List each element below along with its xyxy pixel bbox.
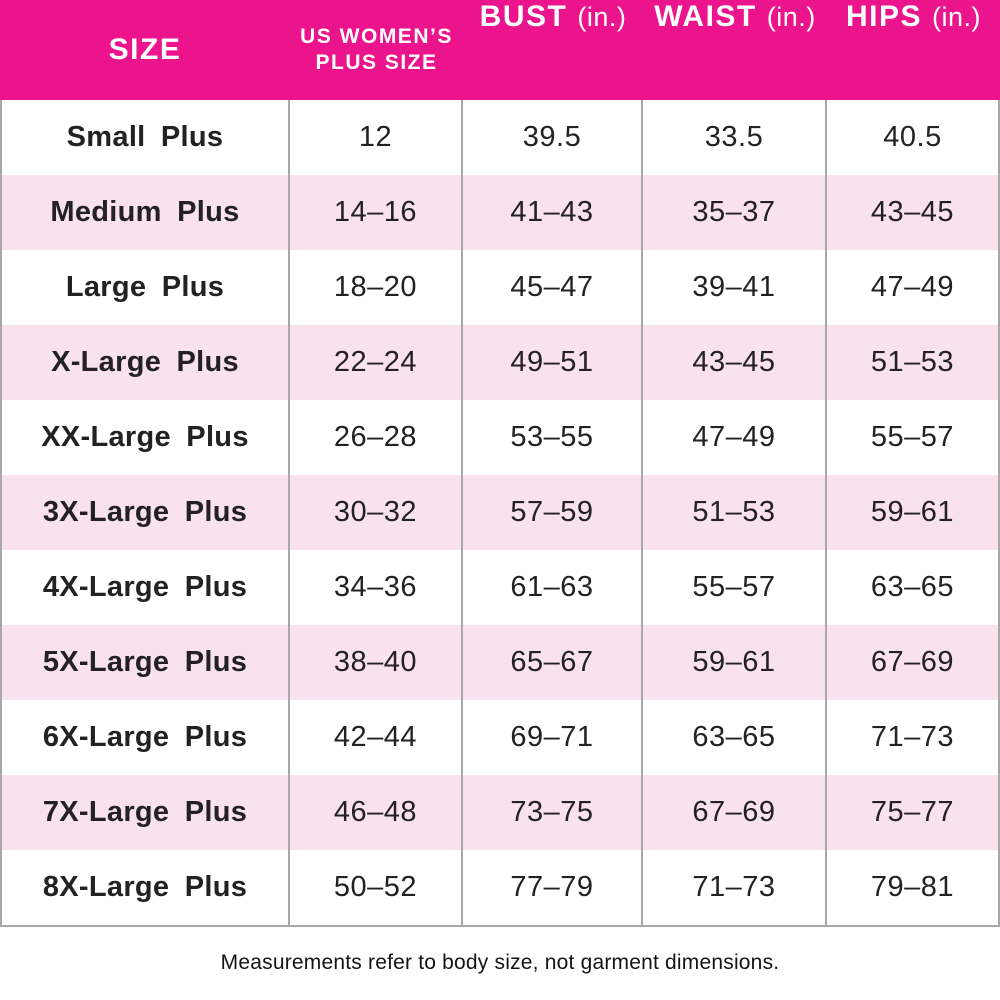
cell-hips: 75–77 <box>870 796 955 828</box>
cell-waist: 63–65 <box>643 700 827 775</box>
table-row: 7X-Large Plus 46–48 73–75 67–69 75–77 <box>2 775 998 850</box>
cell-hips: 51–53 <box>870 346 955 378</box>
table-body: Small Plus 12 39.5 33.5 40.5 Medium Plus… <box>0 100 1000 927</box>
header-hips-unit: (in.) <box>932 2 982 32</box>
cell-us-plus-size: 42–44 <box>290 700 463 775</box>
header-size-label: SIZE <box>108 33 182 66</box>
cell-hips: 67–69 <box>870 646 955 678</box>
cell-waist: 59–61 <box>643 625 827 700</box>
cell-hips: 71–73 <box>870 721 955 753</box>
header-bust: BUST (in.) <box>463 0 643 100</box>
header-hips-label: HIPS <box>845 0 923 33</box>
cell-bust: 73–75 <box>463 775 643 850</box>
cell-us-plus-size: 12 <box>290 100 463 175</box>
cell-waist: 47–49 <box>643 400 827 475</box>
cell-size: 5X-Large Plus <box>2 625 290 700</box>
cell-waist: 35–37 <box>643 175 827 250</box>
header-hips: HIPS (in.) <box>827 0 1000 100</box>
table-row: X-Large Plus 22–24 49–51 43–45 51–53 <box>2 325 998 400</box>
cell-waist: 51–53 <box>643 475 827 550</box>
header-waist-unit: (in.) <box>766 2 816 32</box>
cell-hips: 47–49 <box>870 271 955 303</box>
cell-bust: 41–43 <box>463 175 643 250</box>
cell-waist: 71–73 <box>643 850 827 925</box>
cell-hips: 40.5 <box>883 121 942 153</box>
cell-bust: 53–55 <box>463 400 643 475</box>
table-row: 4X-Large Plus 34–36 61–63 55–57 63–65 <box>2 550 998 625</box>
header-waist: WAIST (in.) <box>643 0 827 100</box>
cell-waist: 33.5 <box>643 100 827 175</box>
table-row: Medium Plus 14–16 41–43 35–37 43–45 <box>2 175 998 250</box>
table-row: Small Plus 12 39.5 33.5 40.5 <box>2 100 998 175</box>
cell-size: Medium Plus <box>2 175 290 250</box>
cell-waist: 43–45 <box>643 325 827 400</box>
cell-size: 6X-Large Plus <box>2 700 290 775</box>
cell-size: XX-Large Plus <box>2 400 290 475</box>
cell-size: 8X-Large Plus <box>2 850 290 925</box>
cell-us-plus-size: 38–40 <box>290 625 463 700</box>
cell-us-plus-size: 50–52 <box>290 850 463 925</box>
cell-bust: 57–59 <box>463 475 643 550</box>
cell-hips: 59–61 <box>870 496 955 528</box>
cell-hips: 55–57 <box>870 421 955 453</box>
cell-hips: 79–81 <box>870 871 955 903</box>
table-header-row: SIZE US WOMEN’S PLUS SIZE BUST (in.) WAI… <box>0 0 1000 100</box>
header-plus-size-line2: PLUS SIZE <box>315 51 438 74</box>
cell-bust: 65–67 <box>463 625 643 700</box>
header-plus-size-line1: US WOMEN’S <box>300 24 453 48</box>
cell-us-plus-size: 34–36 <box>290 550 463 625</box>
cell-bust: 39.5 <box>463 100 643 175</box>
cell-size: 4X-Large Plus <box>2 550 290 625</box>
header-waist-label: WAIST <box>654 0 757 33</box>
cell-bust: 61–63 <box>463 550 643 625</box>
measurement-footnote: Measurements refer to body size, not gar… <box>220 951 780 974</box>
cell-size: X-Large Plus <box>2 325 290 400</box>
header-us-womens-plus-size: US WOMEN’S PLUS SIZE <box>290 0 463 100</box>
header-size: SIZE <box>0 0 290 100</box>
cell-bust: 77–79 <box>463 850 643 925</box>
cell-size: Small Plus <box>2 100 290 175</box>
table-row: 6X-Large Plus 42–44 69–71 63–65 71–73 <box>2 700 998 775</box>
cell-size: Large Plus <box>2 250 290 325</box>
cell-us-plus-size: 26–28 <box>290 400 463 475</box>
cell-bust: 49–51 <box>463 325 643 400</box>
size-chart-table: SIZE US WOMEN’S PLUS SIZE BUST (in.) WAI… <box>0 0 1000 974</box>
cell-waist: 39–41 <box>643 250 827 325</box>
cell-bust: 69–71 <box>463 700 643 775</box>
cell-us-plus-size: 46–48 <box>290 775 463 850</box>
cell-us-plus-size: 18–20 <box>290 250 463 325</box>
cell-hips: 63–65 <box>870 571 955 603</box>
cell-us-plus-size: 22–24 <box>290 325 463 400</box>
header-bust-label: BUST <box>479 0 568 33</box>
cell-us-plus-size: 14–16 <box>290 175 463 250</box>
cell-bust: 45–47 <box>463 250 643 325</box>
cell-us-plus-size: 30–32 <box>290 475 463 550</box>
table-row: 5X-Large Plus 38–40 65–67 59–61 67–69 <box>2 625 998 700</box>
table-row: Large Plus 18–20 45–47 39–41 47–49 <box>2 250 998 325</box>
cell-waist: 67–69 <box>643 775 827 850</box>
cell-hips: 43–45 <box>870 196 955 228</box>
table-row: XX-Large Plus 26–28 53–55 47–49 55–57 <box>2 400 998 475</box>
cell-waist: 55–57 <box>643 550 827 625</box>
table-row: 3X-Large Plus 30–32 57–59 51–53 59–61 <box>2 475 998 550</box>
table-row: 8X-Large Plus 50–52 77–79 71–73 79–81 <box>2 850 998 925</box>
header-bust-unit: (in.) <box>577 2 627 32</box>
cell-size: 3X-Large Plus <box>2 475 290 550</box>
cell-size: 7X-Large Plus <box>2 775 290 850</box>
